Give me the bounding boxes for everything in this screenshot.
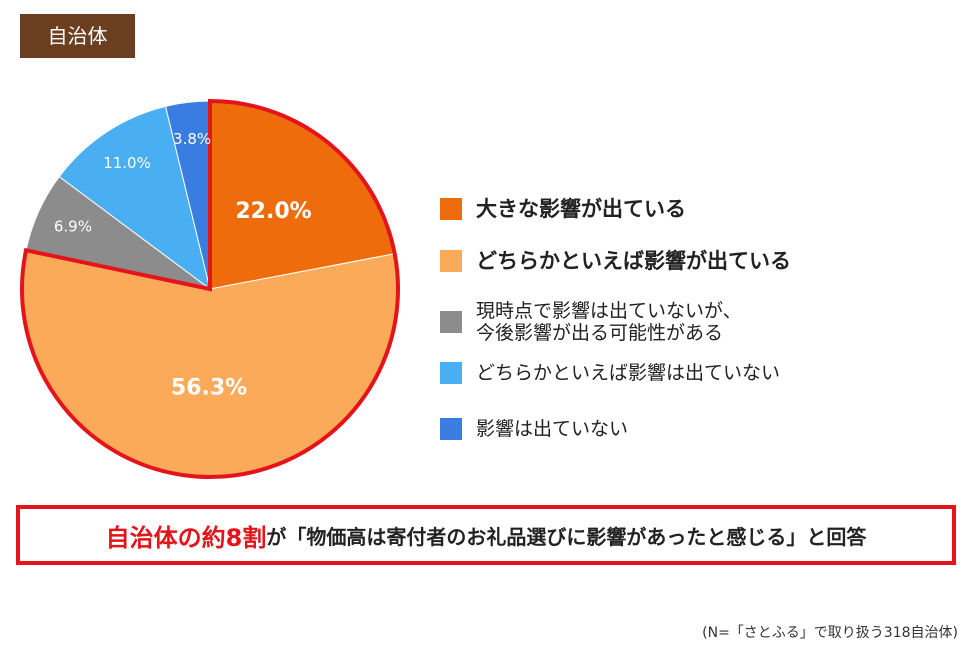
legend-label: 現時点で影響は出ていないが、 今後影響が出る可能性がある [476, 300, 742, 344]
pie-slice-3 [58, 105, 211, 291]
slice-value-label-3: 11.0% [103, 154, 151, 172]
legend-label: どちらかといえば影響が出ている [476, 249, 791, 273]
callout-text: が「物価高は寄付者のお礼品選びに影響があったと感じる」と回答 [266, 524, 867, 549]
legend-label: 大きな影響が出ている [476, 197, 686, 221]
highlight-outline [20, 98, 400, 479]
summary-callout: 自治体の約8割 が「物価高は寄付者のお礼品選びに影響があったと感じる」と回答 [16, 505, 956, 565]
legend-item-3: どちらかといえば影響は出ていない [440, 362, 780, 384]
segment-badge: 自治体 [20, 14, 135, 58]
legend-item-1: どちらかといえば影響が出ている [440, 250, 791, 272]
legend-swatch [440, 418, 462, 440]
legend-swatch [440, 362, 462, 384]
legend-swatch [440, 250, 462, 272]
legend-item-0: 大きな影響が出ている [440, 198, 686, 220]
slice-value-label-0: 22.0% [235, 199, 311, 224]
legend-label: どちらかといえば影響は出ていない [476, 362, 781, 384]
slice-value-label-1: 56.3% [171, 376, 247, 401]
legend-item-4: 影響は出ていない [440, 418, 628, 440]
pie-chart: 22.0% 56.3% 6.9% 11.0% 3.8% [20, 98, 400, 479]
legend-swatch [440, 311, 462, 333]
sample-size-note: (N=「さとふる」で取り扱う318自治体) [702, 625, 958, 641]
slice-value-label-2: 6.9% [54, 218, 92, 236]
legend-item-2: 現時点で影響は出ていないが、 今後影響が出る可能性がある [440, 300, 742, 344]
legend-label: 影響は出ていない [476, 418, 629, 440]
legend-swatch [440, 198, 462, 220]
slice-value-label-4: 3.8% [173, 130, 211, 148]
callout-highlight: 自治体の約8割 [105, 523, 267, 552]
